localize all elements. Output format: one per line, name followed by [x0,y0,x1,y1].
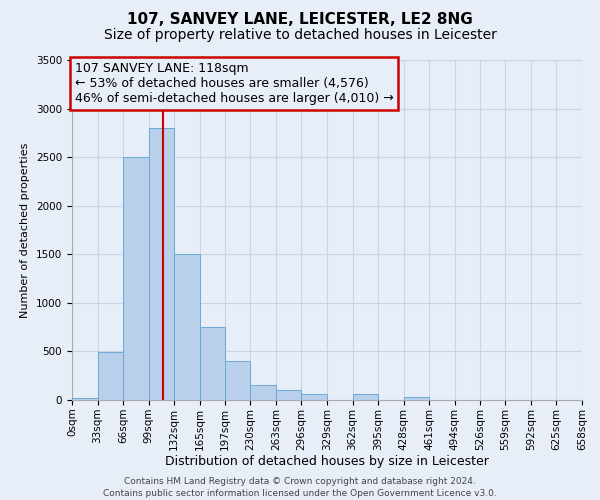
Bar [250,386,276,400]
Bar [301,394,327,400]
Text: Contains HM Land Registry data © Crown copyright and database right 2024.
Contai: Contains HM Land Registry data © Crown c… [103,476,497,498]
Y-axis label: Number of detached properties: Number of detached properties [20,142,31,318]
Bar [404,397,430,400]
Text: 107 SANVEY LANE: 118sqm
← 53% of detached houses are smaller (4,576)
46% of semi: 107 SANVEY LANE: 118sqm ← 53% of detache… [74,62,394,104]
Text: 107, SANVEY LANE, LEICESTER, LE2 8NG: 107, SANVEY LANE, LEICESTER, LE2 8NG [127,12,473,28]
Bar [224,361,250,400]
Bar [123,157,149,400]
Bar [149,128,175,400]
Bar [175,254,200,400]
Bar [200,327,224,400]
Bar [276,390,301,400]
Bar [98,352,123,400]
Bar [72,398,98,400]
Bar [353,394,378,400]
X-axis label: Distribution of detached houses by size in Leicester: Distribution of detached houses by size … [165,456,489,468]
Text: Size of property relative to detached houses in Leicester: Size of property relative to detached ho… [104,28,496,42]
